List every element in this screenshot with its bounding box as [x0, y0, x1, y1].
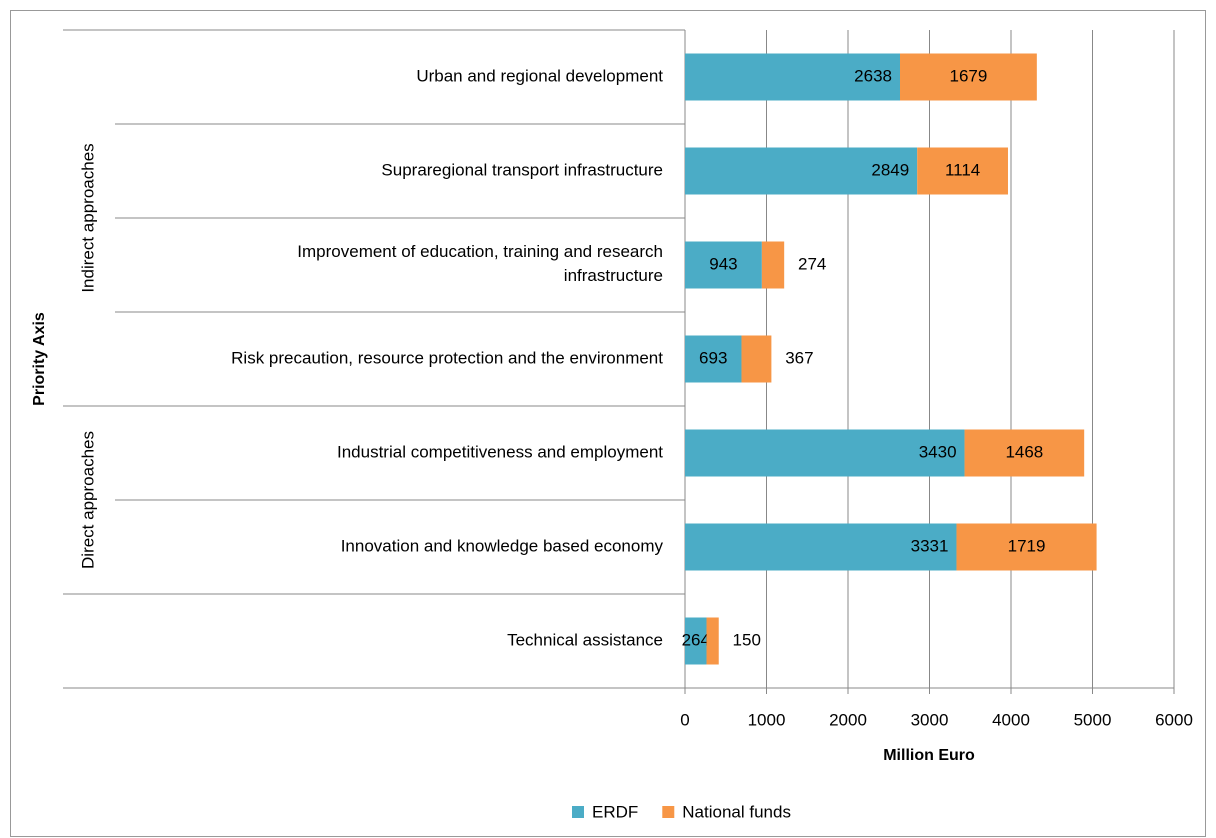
data-label: 1719 [1008, 536, 1046, 555]
data-label: 1468 [1005, 442, 1043, 461]
category-label: Technical assistance [507, 630, 663, 649]
bar-segment [685, 147, 918, 195]
bar-segment [761, 241, 785, 289]
data-label: 2849 [871, 160, 909, 179]
bar-segment [685, 617, 707, 665]
category-label: Supraregional transport infrastructure [381, 160, 663, 179]
x-tick-label: 0 [680, 710, 689, 729]
bar-segment [685, 241, 762, 289]
category-label: Innovation and knowledge based economy [341, 536, 664, 555]
legend-swatch [572, 806, 584, 818]
group-label: Direct approaches [78, 431, 97, 569]
category-label: Urban and regional development [416, 66, 663, 85]
bar-segment [706, 617, 719, 665]
bar-segment [685, 523, 957, 571]
legend-label: ERDF [592, 802, 638, 821]
data-label: 367 [785, 348, 813, 367]
x-tick-label: 4000 [992, 710, 1030, 729]
category-label: Improvement of education, training and r… [297, 242, 663, 285]
y-axis-title: Priority Axis [31, 312, 48, 406]
data-label: 943 [709, 254, 737, 273]
legend-label: National funds [682, 802, 791, 821]
data-label: 150 [733, 630, 761, 649]
x-tick-label: 3000 [911, 710, 949, 729]
x-tick-label: 5000 [1074, 710, 1112, 729]
data-label: 264 [682, 630, 710, 649]
data-label: 274 [798, 254, 826, 273]
x-tick-label: 6000 [1155, 710, 1193, 729]
bar-segment [685, 335, 742, 383]
bar-segment [685, 53, 900, 101]
data-label: 1679 [950, 66, 988, 85]
data-label: 2638 [854, 66, 892, 85]
data-label: 3331 [911, 536, 949, 555]
category-label: Industrial competitiveness and employmen… [337, 442, 663, 461]
bar-segment [964, 429, 1085, 477]
legend-swatch [662, 806, 675, 818]
bar-segment [741, 335, 772, 383]
data-label: 3430 [919, 442, 957, 461]
group-label: Indirect approaches [78, 143, 97, 292]
data-label: 1114 [945, 160, 980, 179]
x-tick-label: 2000 [829, 710, 867, 729]
bar-segment [956, 523, 1097, 571]
data-label: 693 [699, 348, 727, 367]
bar-segment [917, 147, 1008, 195]
bar-segment [685, 429, 965, 477]
bar-segment [899, 53, 1037, 101]
category-label: Risk precaution, resource protection and… [231, 348, 663, 367]
x-tick-label: 1000 [748, 710, 786, 729]
x-axis-title: Million Euro [883, 747, 975, 764]
